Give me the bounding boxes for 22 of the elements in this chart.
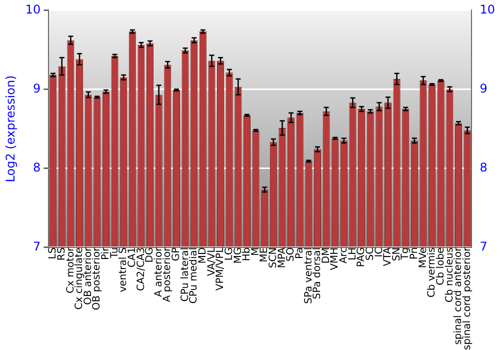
y2-tick-label: 8 (480, 160, 488, 174)
x-tick-label: Tg (400, 247, 412, 261)
x-tick-label: GP (171, 247, 182, 262)
x-tick-label: RS (56, 247, 68, 261)
y-tick-label: 10 (25, 2, 41, 16)
x-tick-label: Cb lobe (435, 247, 446, 286)
y2-tick-label: 7 (480, 239, 488, 254)
x-tick-label: DG (144, 247, 156, 263)
y2-tick-label: 10 (480, 2, 496, 16)
x-tick-label: LG (224, 247, 235, 261)
x-tick-label: MVe (418, 247, 429, 268)
y-tick-label: 8 (33, 160, 41, 174)
y-tick-label: 9 (33, 81, 41, 96)
y2-tick-label: 9 (480, 81, 488, 96)
x-tick-label: OB posterior (92, 246, 103, 310)
x-tick-label: CA1 (126, 247, 138, 268)
x-tick-label: Pa (294, 247, 306, 260)
y-tick-label: 7 (33, 239, 41, 254)
x-tick-label: A posterior (162, 246, 174, 302)
x-tick-label: spinal cord posterior (462, 246, 473, 350)
y-axis-title: Log2 (expression) (3, 75, 18, 182)
x-tick-label: SC (364, 247, 376, 261)
